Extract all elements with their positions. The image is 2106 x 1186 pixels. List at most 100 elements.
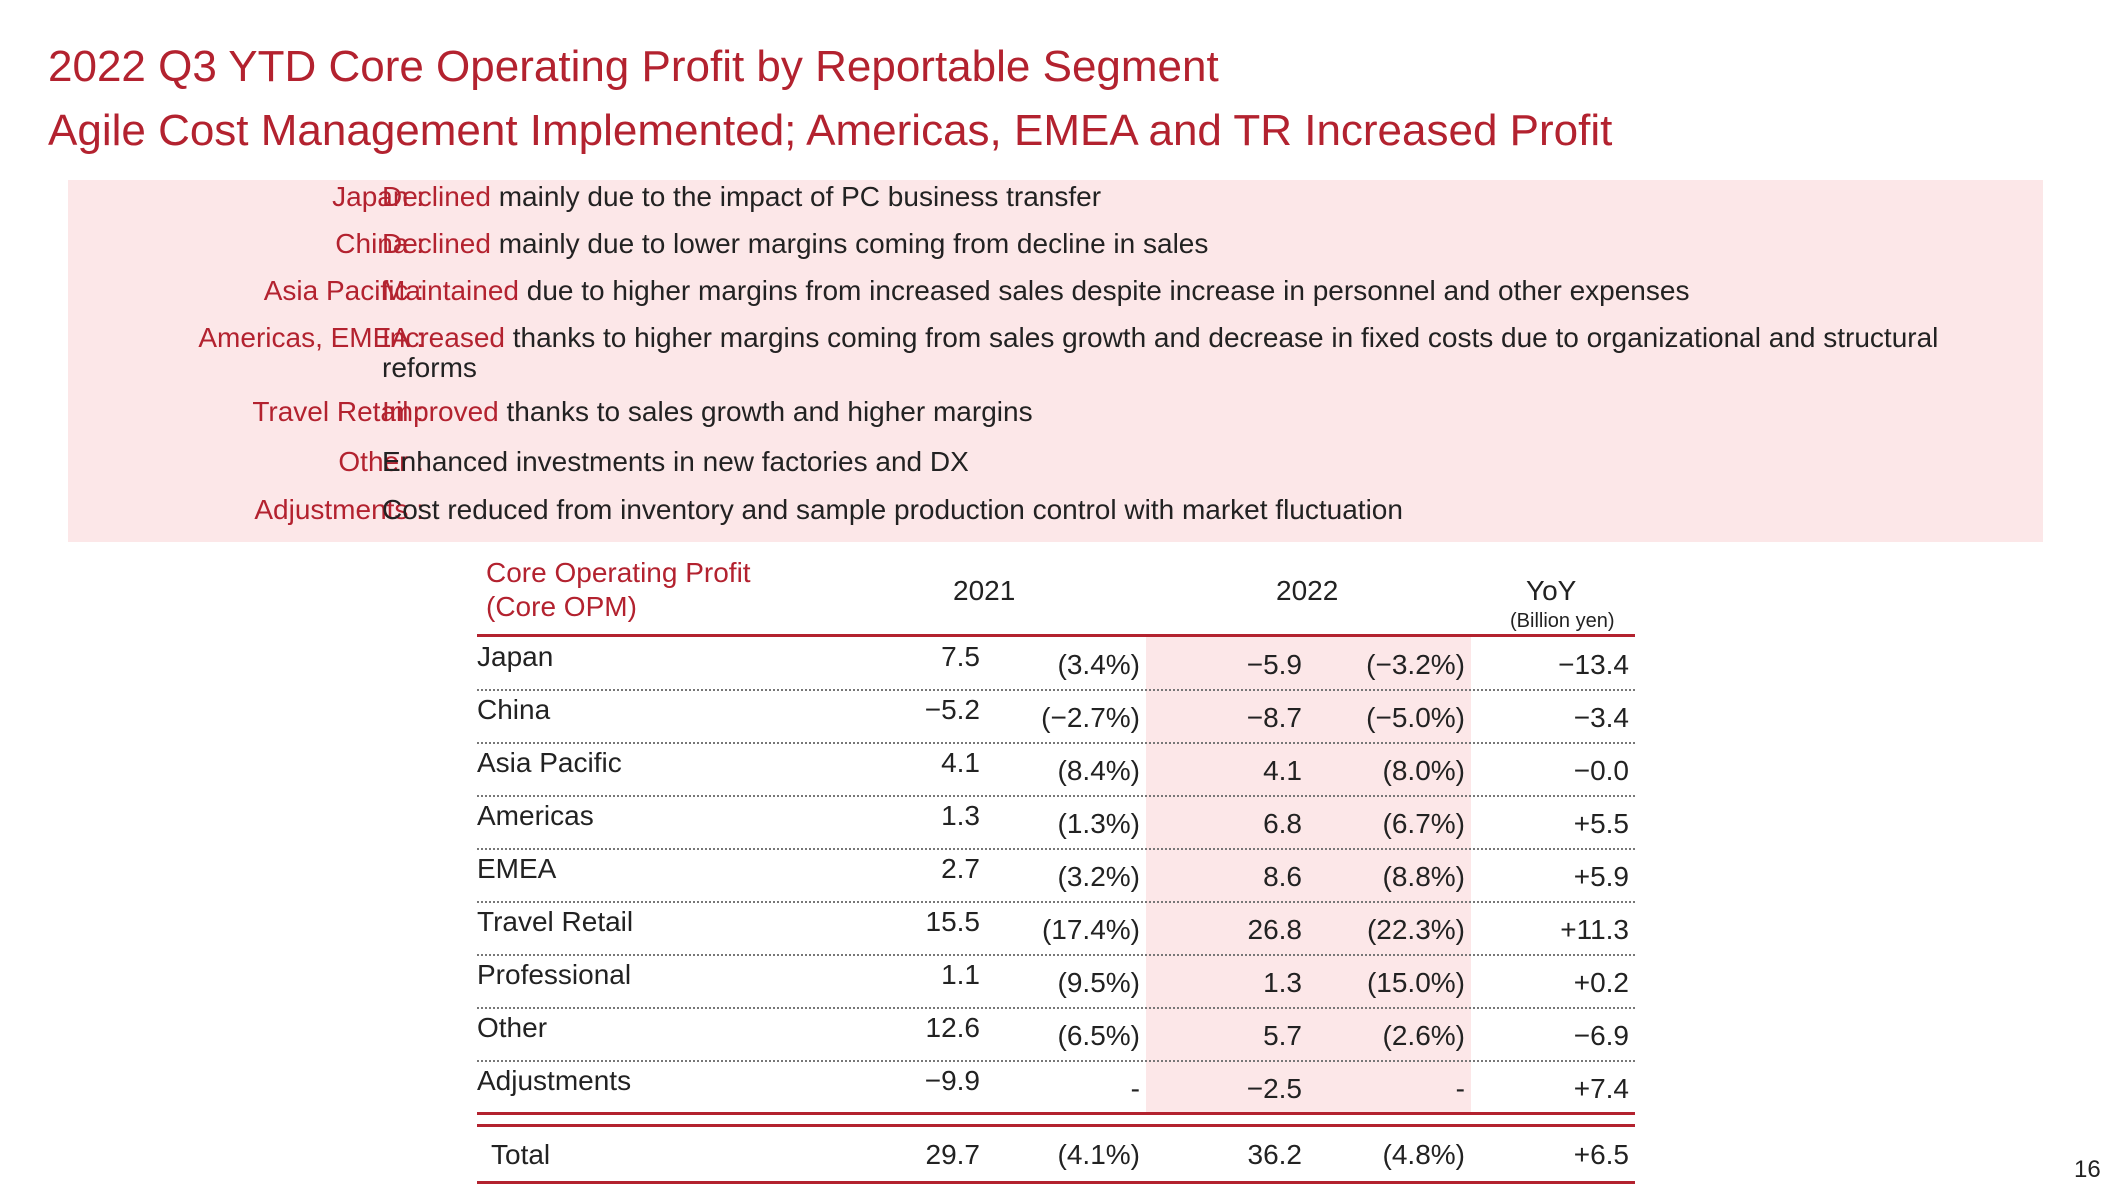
row-value-2021: 1.1 bbox=[941, 959, 980, 990]
row-value-2021: 7.5 bbox=[941, 641, 980, 672]
row-value-2022: −8.7 bbox=[1246, 702, 1302, 733]
row-value-2022: −5.9 bbox=[1246, 649, 1302, 680]
summary-label: Travel Retail : bbox=[252, 396, 424, 427]
summary-label: Other : bbox=[338, 446, 424, 477]
total-rule-top-2 bbox=[477, 1124, 1635, 1127]
row-name: China bbox=[477, 694, 551, 725]
row-opm-2022: (−3.2%) bbox=[1366, 649, 1465, 680]
summary-text: Increased thanks to higher margins comin… bbox=[382, 323, 2022, 383]
row-value-2022: 8.6 bbox=[1263, 861, 1302, 892]
row-value-2022: 4.1 bbox=[1263, 755, 1302, 786]
row-divider bbox=[477, 689, 1635, 691]
summary-keyword: Maintained bbox=[382, 275, 519, 306]
row-value-2021: −9.9 bbox=[924, 1065, 980, 1096]
row-opm-2021: (3.2%) bbox=[1057, 861, 1140, 892]
table-row: Americas 1.3 (1.3%) 6.8 (6.7%) +5.5 bbox=[477, 799, 1635, 852]
row-value-2021: 4.1 bbox=[941, 747, 980, 778]
row-opm-2021: (1.3%) bbox=[1057, 808, 1140, 839]
summary-body: thanks to sales growth and higher margin… bbox=[498, 396, 1033, 427]
table-row: Adjustments −9.9 - −2.5 - +7.4 bbox=[477, 1064, 1635, 1117]
row-opm-2022: (2.6%) bbox=[1382, 1020, 1465, 1051]
title-line-2: Agile Cost Management Implemented; Ameri… bbox=[48, 106, 1613, 155]
row-divider bbox=[477, 901, 1635, 903]
row-opm-2021: (4.1%) bbox=[1057, 1139, 1140, 1170]
row-divider bbox=[477, 954, 1635, 956]
column-header-yoy: YoY bbox=[1526, 575, 1577, 606]
table-row: Travel Retail 15.5 (17.4%) 26.8 (22.3%) +11.3 bbox=[477, 905, 1635, 958]
summary-keyword: Declined bbox=[382, 181, 491, 212]
header-rule bbox=[477, 634, 1635, 637]
table-label-line-1: Core Operating Profit bbox=[486, 557, 751, 588]
summary-body: mainly due to the impact of PC business … bbox=[490, 181, 1102, 212]
row-opm-2022: (−5.0%) bbox=[1366, 702, 1465, 733]
table-row: Professional 1.1 (9.5%) 1.3 (15.0%) +0.2 bbox=[477, 958, 1635, 1011]
row-opm-2021: (8.4%) bbox=[1057, 755, 1140, 786]
row-opm-2022: (4.8%) bbox=[1382, 1139, 1465, 1170]
summary-text: Enhanced investments in new factories an… bbox=[382, 447, 2022, 477]
row-value-2021: 1.3 bbox=[941, 800, 980, 831]
total-rule-top-1 bbox=[477, 1112, 1635, 1115]
row-divider bbox=[477, 848, 1635, 850]
row-opm-2021: (3.4%) bbox=[1057, 649, 1140, 680]
row-divider bbox=[477, 742, 1635, 744]
table-row: Other 12.6 (6.5%) 5.7 (2.6%) −6.9 bbox=[477, 1011, 1635, 1064]
row-yoy: −6.9 bbox=[1573, 1020, 1629, 1051]
row-divider bbox=[477, 1007, 1635, 1009]
summary-label: Americas, EMEA : bbox=[198, 322, 424, 353]
row-yoy: +7.4 bbox=[1573, 1073, 1629, 1104]
total-rule-bottom bbox=[477, 1181, 1635, 1184]
summary-body: Cost reduced from inventory and sample p… bbox=[382, 494, 1403, 525]
row-name: EMEA bbox=[477, 853, 557, 884]
table-row: Asia Pacific 4.1 (8.4%) 4.1 (8.0%) −0.0 bbox=[477, 746, 1635, 799]
row-opm-2021: (6.5%) bbox=[1057, 1020, 1140, 1051]
summary-body: thanks to higher margins coming from sal… bbox=[382, 322, 1939, 383]
row-yoy: +5.9 bbox=[1573, 861, 1629, 892]
row-yoy: +6.5 bbox=[1573, 1139, 1629, 1170]
column-header-2021: 2021 bbox=[953, 575, 1016, 606]
table-label-line-2: (Core OPM) bbox=[486, 591, 637, 622]
row-divider bbox=[477, 795, 1635, 797]
row-yoy: +5.5 bbox=[1573, 808, 1629, 839]
unit-label: (Billion yen) bbox=[1510, 610, 1615, 632]
table-row: Japan 7.5 (3.4%) −5.9 (−3.2%) −13.4 bbox=[477, 640, 1635, 693]
summary-text: Declined mainly due to lower margins com… bbox=[382, 229, 2022, 259]
row-value-2022: 1.3 bbox=[1263, 967, 1302, 998]
row-name: Adjustments bbox=[477, 1065, 632, 1096]
row-opm-2022: - bbox=[1455, 1073, 1465, 1104]
row-opm-2022: (22.3%) bbox=[1366, 914, 1465, 945]
row-value-2021: 29.7 bbox=[925, 1139, 981, 1170]
summary-text: Declined mainly due to the impact of PC … bbox=[382, 182, 2022, 212]
row-value-2021: 2.7 bbox=[941, 853, 980, 884]
highlight-column-2022 bbox=[1146, 636, 1471, 1112]
summary-body: mainly due to lower margins coming from … bbox=[490, 228, 1209, 259]
summary-label: Japan : bbox=[332, 181, 424, 212]
row-name: Total bbox=[491, 1139, 551, 1170]
summary-keyword: Declined bbox=[382, 228, 491, 259]
row-opm-2021: - bbox=[1130, 1073, 1140, 1104]
row-name: Japan bbox=[477, 641, 554, 672]
row-yoy: +11.3 bbox=[1560, 914, 1629, 945]
row-name: Travel Retail bbox=[477, 906, 634, 937]
row-value-2021: 15.5 bbox=[925, 906, 981, 937]
summary-body: due to higher margins from increased sal… bbox=[518, 275, 1690, 306]
row-opm-2021: (9.5%) bbox=[1057, 967, 1140, 998]
row-opm-2022: (6.7%) bbox=[1382, 808, 1465, 839]
row-yoy: −0.0 bbox=[1573, 755, 1629, 786]
summary-label: Adjustments : bbox=[254, 494, 424, 525]
row-value-2021: 12.6 bbox=[925, 1012, 981, 1043]
summary-keyword: Increased bbox=[382, 322, 505, 353]
summary-text: Maintained due to higher margins from in… bbox=[382, 276, 2022, 306]
row-value-2022: 26.8 bbox=[1247, 914, 1303, 945]
row-name: Asia Pacific bbox=[477, 747, 622, 778]
row-name: Americas bbox=[477, 800, 594, 831]
table-row: China −5.2 (−2.7%) −8.7 (−5.0%) −3.4 bbox=[477, 693, 1635, 746]
row-value-2022: 6.8 bbox=[1263, 808, 1302, 839]
row-name: Professional bbox=[477, 959, 632, 990]
summary-text: Improved thanks to sales growth and high… bbox=[382, 397, 2022, 427]
page-number: 16 bbox=[2074, 1156, 2101, 1183]
table-label: Core Operating Profit (Core OPM) bbox=[486, 556, 751, 624]
row-opm-2021: (−2.7%) bbox=[1041, 702, 1140, 733]
row-value-2022: 36.2 bbox=[1247, 1139, 1303, 1170]
table-row: EMEA 2.7 (3.2%) 8.6 (8.8%) +5.9 bbox=[477, 852, 1635, 905]
row-value-2022: 5.7 bbox=[1263, 1020, 1302, 1051]
